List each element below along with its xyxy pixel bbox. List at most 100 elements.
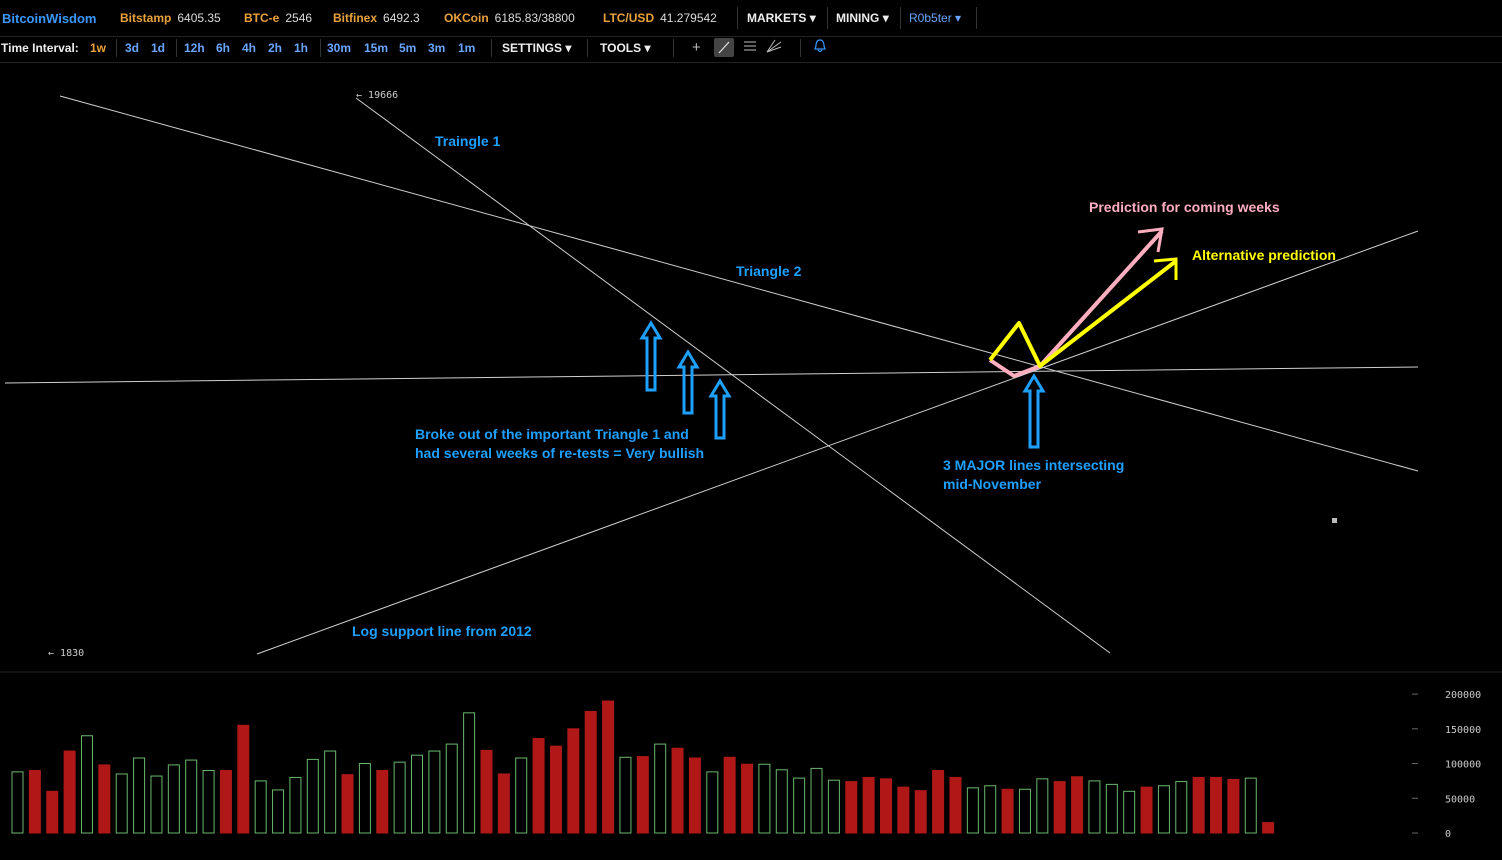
volume-bar <box>289 776 302 834</box>
volume-tick-label: 150000 <box>1445 725 1481 736</box>
interval-3d[interactable]: 3d <box>125 41 140 55</box>
volume-bar <box>862 776 875 834</box>
interval-3m[interactable]: 3m <box>428 41 446 55</box>
extreme-markers: ← 19666 ← 1830 <box>48 90 398 659</box>
divider <box>737 7 738 29</box>
volume-bar <box>758 763 771 834</box>
market-bitfinex[interactable]: Bitfinex 6492.3 <box>333 11 420 25</box>
volume-bar <box>602 700 615 834</box>
interval-1m[interactable]: 1m <box>458 41 476 55</box>
volume-bar <box>688 757 701 834</box>
volume-bar <box>393 761 406 834</box>
time-interval-label: Time Interval: <box>1 41 79 55</box>
volume-bar <box>445 743 458 834</box>
volume-bar <box>428 750 441 834</box>
tools-label: TOOLS <box>600 41 642 55</box>
chevron-down-icon: ▾ <box>809 11 816 25</box>
volume-bar <box>133 757 146 834</box>
volume-bar <box>723 756 736 834</box>
volume-bar <box>497 773 510 834</box>
volume-bar <box>341 774 354 834</box>
trendline-tool-icon[interactable] <box>714 38 734 57</box>
high-marker-value: 19666 <box>368 90 398 101</box>
market-name: Bitstamp <box>120 11 172 25</box>
market-price: 6405.35 <box>177 11 221 25</box>
brand-logo[interactable]: BitcoinWisdom <box>2 11 97 26</box>
volume-bar <box>793 777 806 834</box>
bell-icon[interactable] <box>813 39 827 56</box>
volume-bar <box>1053 781 1066 834</box>
user-menu[interactable]: R0b5ter ▾ <box>909 11 961 25</box>
price-chart[interactable]: 1800016000140001200010000800060004000200… <box>0 63 1502 860</box>
volume-bar <box>1175 781 1188 834</box>
interval-5m[interactable]: 5m <box>399 41 417 55</box>
settings-menu[interactable]: SETTINGS ▾ <box>502 41 571 55</box>
interval-1d[interactable]: 1d <box>151 41 166 55</box>
markets-menu[interactable]: MARKETS ▾ <box>747 11 816 25</box>
market-name: Bitfinex <box>333 11 378 25</box>
interval-1w[interactable]: 1w <box>90 41 107 55</box>
volume-bar <box>1036 778 1049 834</box>
alternative-path <box>988 259 1178 368</box>
interval-30m[interactable]: 30m <box>327 41 352 55</box>
interval-1h[interactable]: 1h <box>294 41 309 55</box>
volume-bar <box>1210 776 1223 834</box>
annotations: Traingle 1 Triangle 2 Prediction for com… <box>352 133 1336 639</box>
mining-menu[interactable]: MINING ▾ <box>836 11 889 25</box>
trend-lines <box>4 95 1419 655</box>
prediction-arrowhead <box>1137 227 1164 253</box>
volume-bar <box>966 787 979 834</box>
volume-bar <box>706 771 719 834</box>
market-price: 2546 <box>285 11 313 25</box>
fan-glyph <box>766 39 782 53</box>
divider <box>800 39 801 57</box>
hlines-tool-icon[interactable] <box>743 39 757 56</box>
divider <box>900 7 901 29</box>
volume-bar <box>671 747 684 834</box>
annotation-arrows <box>639 227 1337 523</box>
volume-bar <box>1105 783 1118 834</box>
interval-2h[interactable]: 2h <box>268 41 283 55</box>
volume-bar <box>810 767 823 834</box>
volume-bar <box>845 781 858 834</box>
volume-bar <box>80 735 93 834</box>
market-name: BTC-e <box>244 11 280 25</box>
alternative-label: Alternative prediction <box>1192 247 1336 263</box>
volume-bar <box>115 773 128 834</box>
market-name: OKCoin <box>444 11 489 25</box>
triangle2-upper-line <box>59 95 1419 472</box>
triangle2-label: Triangle 2 <box>736 263 802 279</box>
volume-bars <box>11 700 1275 834</box>
volume-tick-label: 200000 <box>1445 690 1481 701</box>
divider <box>827 7 828 29</box>
low-marker: ← 1830 <box>48 648 84 659</box>
prediction-label: Prediction for coming weeks <box>1089 199 1280 215</box>
volume-bar <box>63 750 76 834</box>
breakout-label-line2: had several weeks of re-tests = Very bul… <box>415 445 704 461</box>
volume-bar <box>358 763 371 834</box>
volume-bar <box>167 764 180 834</box>
triangle1-label: Traingle 1 <box>435 133 501 149</box>
interval-15m[interactable]: 15m <box>364 41 389 55</box>
volume-bar <box>46 790 59 834</box>
market-bitstamp[interactable]: Bitstamp 6405.35 <box>120 11 221 25</box>
tools-menu[interactable]: TOOLS ▾ <box>600 41 651 55</box>
volume-bar <box>636 756 649 834</box>
market-ltcusd[interactable]: LTC/USD 41.279542 <box>603 11 717 25</box>
volume-bar <box>254 780 267 834</box>
fan-tool-icon[interactable] <box>766 39 782 56</box>
volume-bar <box>532 738 545 834</box>
intersection-arrow <box>1022 373 1046 449</box>
crosshair-icon[interactable]: + <box>692 39 701 56</box>
volume-bar <box>567 728 580 834</box>
intersect-label-line1: 3 MAJOR lines intersecting <box>943 457 1124 473</box>
interval-4h[interactable]: 4h <box>242 41 257 55</box>
chevron-down-icon: ▾ <box>955 11 962 25</box>
volume-bar <box>932 769 945 834</box>
divider <box>673 39 674 57</box>
interval-12h[interactable]: 12h <box>184 41 205 55</box>
market-okcoin[interactable]: OKCoin 6185.83/38800 <box>444 11 575 25</box>
market-btce[interactable]: BTC-e 2546 <box>244 11 312 25</box>
interval-6h[interactable]: 6h <box>216 41 231 55</box>
divider <box>491 39 492 57</box>
